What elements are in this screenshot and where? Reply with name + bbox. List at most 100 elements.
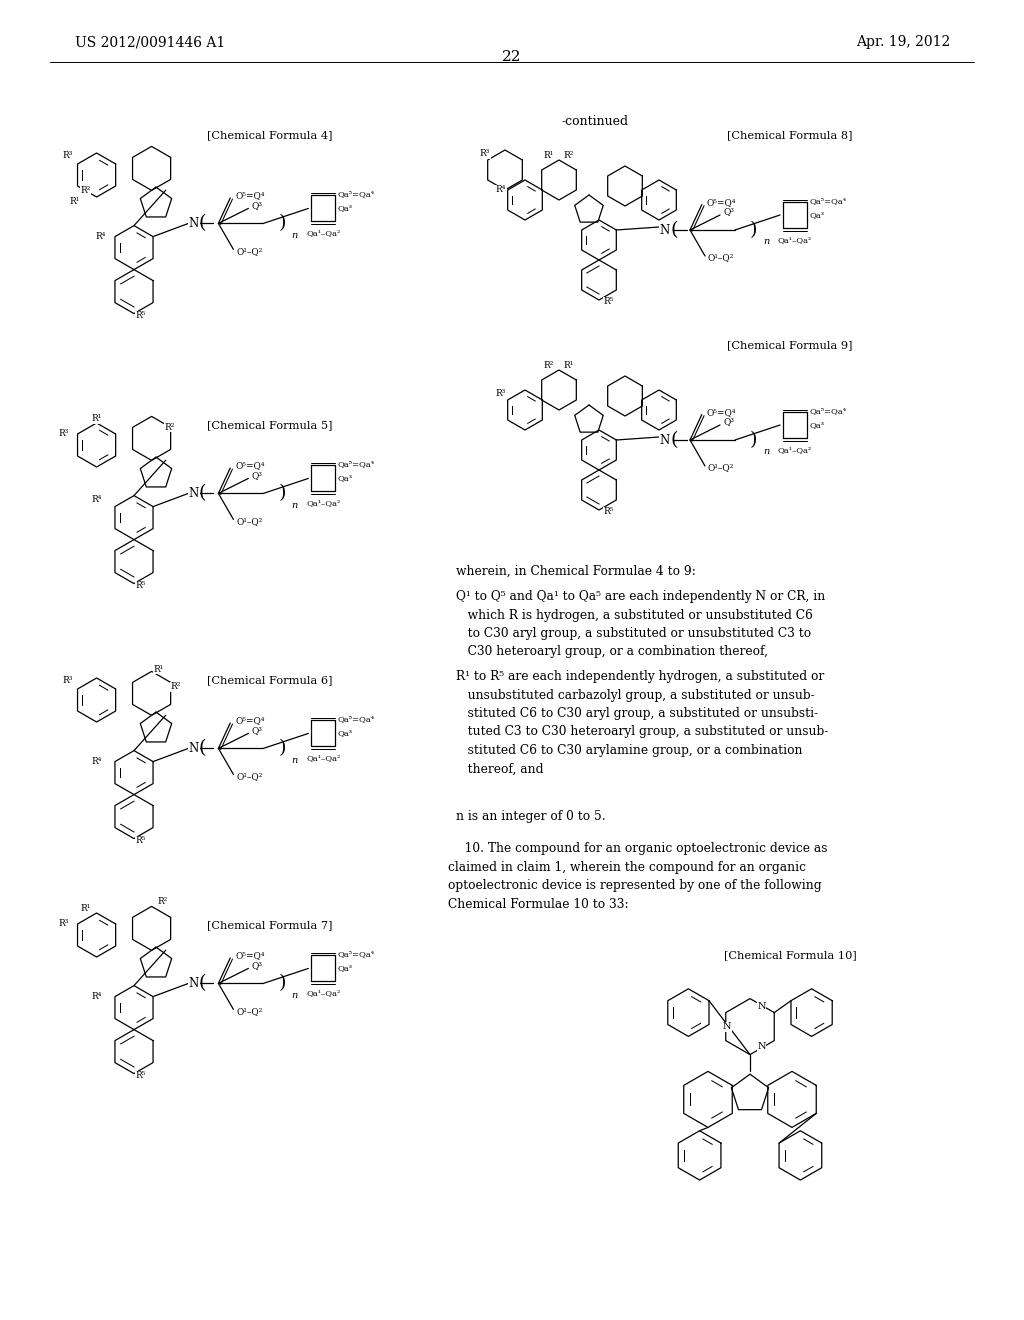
Text: R¹ to R⁵ are each independently hydrogen, a substituted or
   unsubstituted carb: R¹ to R⁵ are each independently hydrogen…	[456, 671, 828, 776]
Text: R³: R³	[62, 676, 73, 685]
Text: R⁵: R⁵	[604, 297, 614, 306]
Text: Qa⁵=Qa⁴: Qa⁵=Qa⁴	[337, 950, 375, 958]
Text: ): )	[279, 214, 286, 232]
Text: N: N	[723, 1022, 731, 1031]
Text: Qa⁵=Qa⁴: Qa⁵=Qa⁴	[337, 715, 375, 723]
Text: [Chemical Formula 6]: [Chemical Formula 6]	[207, 675, 333, 685]
Text: R²: R²	[564, 152, 574, 161]
Text: R⁴: R⁴	[96, 232, 106, 242]
Text: (: (	[199, 484, 206, 503]
Text: Q³: Q³	[252, 961, 262, 970]
Text: R³: R³	[496, 389, 506, 399]
Text: O¹–Q²: O¹–Q²	[708, 253, 734, 263]
Text: R²: R²	[544, 362, 554, 371]
Text: n: n	[763, 238, 769, 247]
Text: O⁵=Q⁴: O⁵=Q⁴	[707, 408, 736, 417]
Text: [Chemical Formula 5]: [Chemical Formula 5]	[207, 420, 333, 430]
Text: O⁵=Q⁴: O⁵=Q⁴	[236, 462, 265, 470]
Text: n: n	[292, 991, 298, 1001]
Text: R¹: R¹	[70, 197, 80, 206]
Text: n: n	[292, 756, 298, 764]
Text: Qa¹–Qa²: Qa¹–Qa²	[306, 990, 341, 998]
Text: [Chemical Formula 7]: [Chemical Formula 7]	[207, 920, 333, 931]
Text: (: (	[199, 974, 206, 993]
Text: N: N	[757, 1002, 766, 1011]
Text: N: N	[188, 742, 199, 755]
Text: 22: 22	[502, 50, 522, 63]
Text: R¹: R¹	[91, 414, 101, 424]
Text: wherein, in Chemical Formulae 4 to 9:: wherein, in Chemical Formulae 4 to 9:	[456, 565, 696, 578]
Text: n: n	[292, 500, 298, 510]
Text: ): )	[750, 432, 758, 449]
Text: N: N	[188, 487, 199, 500]
Text: ): )	[750, 220, 758, 239]
Text: Qa⁵=Qa⁴: Qa⁵=Qa⁴	[809, 407, 846, 414]
Text: Q³: Q³	[252, 471, 262, 480]
Text: [Chemical Formula 9]: [Chemical Formula 9]	[727, 341, 853, 350]
Text: R⁵: R⁵	[135, 1072, 145, 1080]
Text: Qa⁵=Qa⁴: Qa⁵=Qa⁴	[809, 197, 846, 205]
Text: O⁵=Q⁴: O⁵=Q⁴	[236, 952, 265, 961]
Text: O¹–Q²: O¹–Q²	[708, 463, 734, 473]
Text: R¹: R¹	[81, 904, 91, 913]
Text: n is an integer of 0 to 5.: n is an integer of 0 to 5.	[456, 810, 605, 822]
Text: N: N	[188, 216, 199, 230]
Text: O⁵=Q⁴: O⁵=Q⁴	[707, 198, 736, 207]
Text: R²: R²	[164, 422, 174, 432]
Text: R²: R²	[171, 682, 181, 692]
Text: Q¹ to Q⁵ and Qa¹ to Qa⁵ are each independently N or CR, in
   which R is hydroge: Q¹ to Q⁵ and Qa¹ to Qa⁵ are each indepen…	[456, 590, 825, 659]
Text: O¹–Q²: O¹–Q²	[237, 517, 263, 525]
Text: n: n	[292, 231, 298, 240]
Text: [Chemical Formula 4]: [Chemical Formula 4]	[207, 129, 333, 140]
Text: R⁵: R⁵	[135, 581, 145, 590]
Text: R⁴: R⁴	[91, 758, 101, 766]
Text: Qa¹–Qa²: Qa¹–Qa²	[778, 236, 812, 244]
Text: R³: R³	[58, 429, 69, 438]
Text: R²: R²	[158, 898, 168, 907]
Text: O¹–Q²: O¹–Q²	[237, 772, 263, 781]
Text: R¹: R¹	[564, 362, 574, 371]
Text: R⁵: R⁵	[135, 837, 145, 845]
Text: Qa¹–Qa²: Qa¹–Qa²	[306, 499, 341, 507]
Text: n: n	[763, 447, 769, 457]
Text: Apr. 19, 2012: Apr. 19, 2012	[856, 36, 950, 49]
Text: O⁵=Q⁴: O⁵=Q⁴	[236, 717, 265, 726]
Text: R²: R²	[81, 186, 91, 195]
Text: R⁴: R⁴	[91, 495, 101, 504]
Text: Qa³: Qa³	[337, 205, 352, 213]
Text: Qa³: Qa³	[809, 421, 824, 429]
Text: R³: R³	[62, 150, 73, 160]
Text: (: (	[199, 214, 206, 232]
Text: Qa¹–Qa²: Qa¹–Qa²	[306, 755, 341, 763]
Text: Q³: Q³	[252, 726, 262, 735]
Text: N: N	[757, 1041, 766, 1051]
Text: [Chemical Formula 8]: [Chemical Formula 8]	[727, 129, 853, 140]
Text: Qa¹–Qa²: Qa¹–Qa²	[306, 230, 341, 238]
Text: R⁴: R⁴	[496, 186, 506, 194]
Text: O⁵=Q⁴: O⁵=Q⁴	[236, 191, 265, 201]
Text: O¹–Q²: O¹–Q²	[237, 1007, 263, 1016]
Text: Qa⁵=Qa⁴: Qa⁵=Qa⁴	[337, 190, 375, 198]
Text: Qa³: Qa³	[337, 965, 352, 973]
Text: N: N	[659, 223, 670, 236]
Text: R⁵: R⁵	[135, 312, 145, 321]
Text: Qa⁵=Qa⁴: Qa⁵=Qa⁴	[337, 461, 375, 469]
Text: (: (	[199, 739, 206, 758]
Text: (: (	[670, 220, 678, 239]
Text: (: (	[670, 432, 678, 449]
Text: O¹–Q²: O¹–Q²	[237, 247, 263, 256]
Text: US 2012/0091446 A1: US 2012/0091446 A1	[75, 36, 225, 49]
Text: N: N	[659, 433, 670, 446]
Text: R⁵: R⁵	[604, 507, 614, 516]
Text: N: N	[188, 977, 199, 990]
Text: Q³: Q³	[252, 201, 262, 210]
Text: R³: R³	[480, 149, 490, 158]
Text: R³: R³	[58, 920, 69, 928]
Text: R¹: R¹	[544, 152, 554, 161]
Text: [Chemical Formula 10]: [Chemical Formula 10]	[724, 950, 856, 960]
Text: Qa³: Qa³	[337, 730, 352, 738]
Text: Qa¹–Qa²: Qa¹–Qa²	[778, 446, 812, 454]
Text: ): )	[279, 739, 286, 758]
Text: 10. The compound for an organic optoelectronic device as
claimed in claim 1, whe: 10. The compound for an organic optoelec…	[449, 842, 827, 911]
Text: -continued: -continued	[561, 115, 629, 128]
